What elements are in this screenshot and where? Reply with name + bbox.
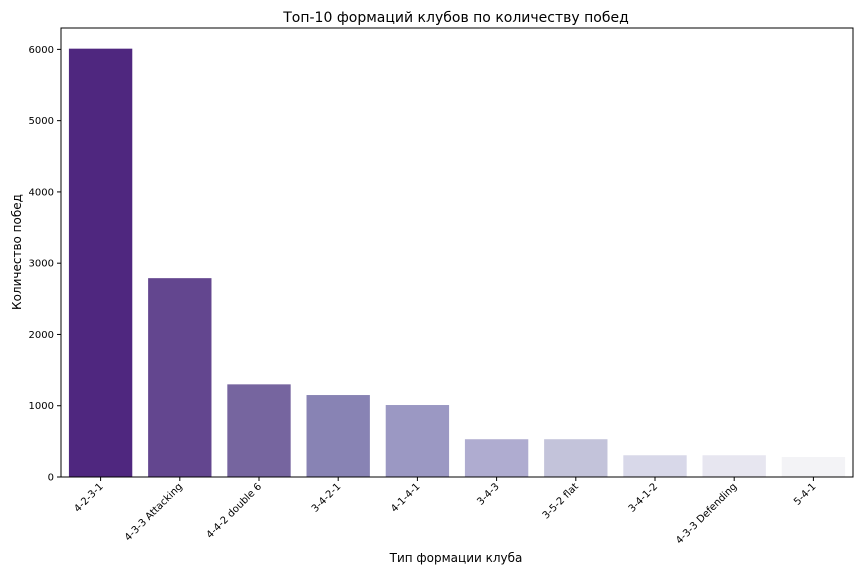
y-tick-label-5: 5000 — [29, 116, 54, 127]
y-axis-label: Количество побед — [10, 194, 24, 310]
x-tick-label-1: 4-3-3 Attacking — [123, 481, 185, 543]
bar-9 — [781, 457, 846, 477]
chart-title: Топ-10 формаций клубов по количеству поб… — [282, 10, 629, 26]
bar-0 — [68, 48, 133, 478]
x-tick-label-2: 4-4-2 double 6 — [205, 481, 264, 540]
x-tick-label-8: 4-3-3 Defending — [674, 481, 739, 546]
y-tick-label-1: 1000 — [29, 401, 54, 412]
x-tick-label-5: 3-4-3 — [475, 481, 501, 507]
x-tick-label-7: 3-4-1-2 — [627, 481, 660, 514]
x-tick-label-3: 3-4-2-1 — [310, 481, 343, 514]
y-tick-label-0: 0 — [48, 473, 54, 484]
bar-1 — [148, 278, 212, 477]
x-tick-label-4: 4-1-4-1 — [389, 481, 422, 514]
bar-5 — [464, 439, 529, 477]
bar-7 — [623, 455, 687, 477]
bar-4 — [385, 405, 450, 477]
x-tick-label-9: 5-4-1 — [792, 481, 818, 507]
x-tick-label-6: 3-5-2 flat — [541, 481, 581, 521]
bar-8 — [702, 455, 766, 477]
bar-2 — [227, 384, 291, 477]
bar-6 — [544, 439, 608, 477]
bar-3 — [306, 395, 370, 477]
plot-frame — [60, 27, 854, 478]
y-tick-label-3: 3000 — [29, 259, 54, 270]
y-tick-label-6: 6000 — [29, 45, 54, 56]
y-tick-label-2: 2000 — [29, 330, 54, 341]
x-axis-label: Тип формации клуба — [389, 551, 523, 565]
x-tick-label-0: 4-2-3-1 — [72, 481, 105, 514]
y-tick-label-4: 4000 — [29, 187, 54, 198]
